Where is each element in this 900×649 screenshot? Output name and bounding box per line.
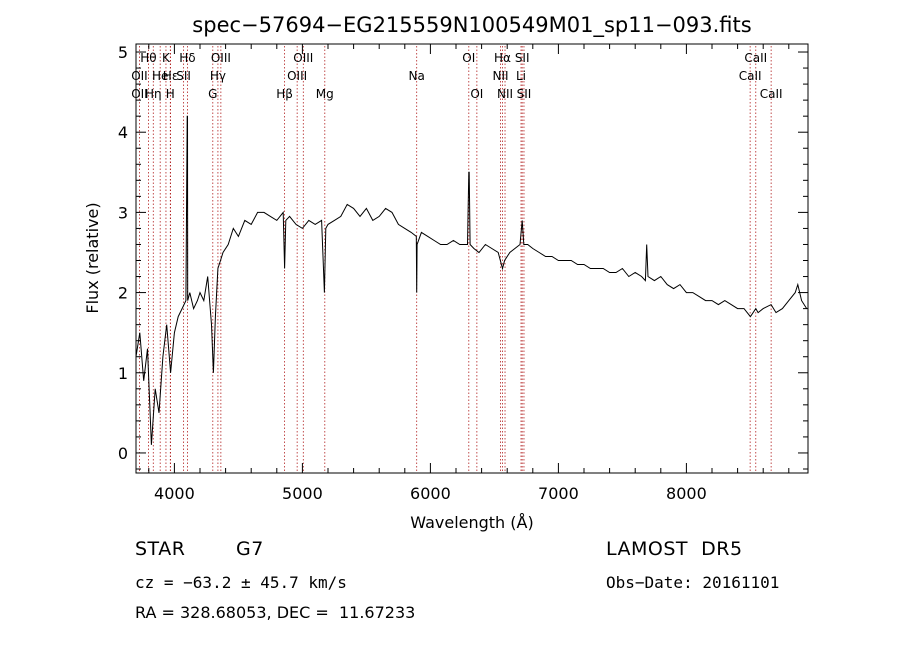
line-marker-label-7: Hε bbox=[163, 69, 179, 83]
line-marker-label-2: Hθ bbox=[140, 51, 156, 65]
coords-text: RA = 328.68053, DEC = 11.67233 bbox=[135, 603, 416, 622]
line-marker-label-24: SII bbox=[515, 51, 530, 65]
x-axis-label: Wavelength (Å) bbox=[410, 513, 533, 532]
line-marker-label-4: He bbox=[152, 69, 168, 83]
object-subclass: G7 bbox=[236, 538, 264, 560]
x-tick-label-8000: 8000 bbox=[666, 484, 707, 503]
line-marker-label-27: CaII bbox=[744, 51, 767, 65]
chart-title: spec−57694−EG215559N100549M01_sp11−093.f… bbox=[192, 13, 751, 38]
line-marker-label-1: OII bbox=[131, 87, 148, 101]
line-marker-label-20: NII bbox=[493, 69, 509, 83]
line-marker-label-15: OIII bbox=[293, 51, 313, 65]
y-tick-label-1: 1 bbox=[118, 364, 128, 383]
line-marker-label-12: OIII bbox=[211, 51, 231, 65]
line-marker-label-25: SII bbox=[517, 87, 532, 101]
line-marker-label-10: G bbox=[208, 87, 217, 101]
line-marker-label-14: OIII bbox=[287, 69, 307, 83]
x-tick-label-4000: 4000 bbox=[154, 484, 195, 503]
line-marker-labels: OIIOIIHθHηHeKHHεSIIHδGHγOIIIHβOIIIOIIIMg… bbox=[131, 51, 782, 101]
line-marker-label-23: Li bbox=[516, 69, 526, 83]
line-marker-label-6: H bbox=[166, 87, 175, 101]
line-marker-label-0: OII bbox=[131, 69, 148, 83]
y-tick-label-3: 3 bbox=[118, 203, 128, 222]
line-marker-label-8: SII bbox=[176, 69, 191, 83]
line-marker-label-3: Hη bbox=[145, 87, 162, 101]
line-marker-label-16: Mg bbox=[316, 87, 334, 101]
line-marker-label-21: Hα bbox=[494, 51, 511, 65]
redshift-text: cz = −63.2 ± 45.7 km/s bbox=[135, 573, 347, 592]
line-marker-label-17: Na bbox=[409, 69, 425, 83]
x-tick-label-7000: 7000 bbox=[538, 484, 579, 503]
line-marker-label-19: OI bbox=[470, 87, 483, 101]
y-tick-label-5: 5 bbox=[118, 43, 128, 62]
y-tick-label-0: 0 bbox=[118, 444, 128, 463]
line-marker-label-13: Hβ bbox=[276, 87, 293, 101]
plot-frame bbox=[135, 43, 809, 474]
line-marker-label-26: CaII bbox=[739, 69, 762, 83]
line-markers bbox=[139, 46, 772, 472]
obs-date-text: Obs−Date: 20161101 bbox=[606, 573, 780, 592]
line-marker-label-28: CaII bbox=[760, 87, 783, 101]
y-tick-label-2: 2 bbox=[118, 284, 128, 303]
spectrum-series-line bbox=[135, 115, 808, 445]
x-tick-label-6000: 6000 bbox=[410, 484, 451, 503]
line-marker-label-5: K bbox=[162, 51, 171, 65]
y-axis-label: Flux (relative) bbox=[83, 202, 102, 313]
line-marker-label-11: Hγ bbox=[210, 69, 226, 83]
survey-name: LAMOST DR5 bbox=[606, 538, 743, 560]
object-class: STAR bbox=[135, 538, 186, 560]
y-tick-label-4: 4 bbox=[118, 123, 128, 142]
line-marker-label-22: NII bbox=[497, 87, 513, 101]
tick-labels: 4000 5000 6000 7000 8000 0 1 2 3 4 5 bbox=[118, 43, 707, 503]
line-marker-label-18: OI bbox=[462, 51, 475, 65]
plot-axes bbox=[135, 43, 809, 474]
line-marker-label-9: Hδ bbox=[179, 51, 195, 65]
x-tick-label-5000: 5000 bbox=[282, 484, 323, 503]
